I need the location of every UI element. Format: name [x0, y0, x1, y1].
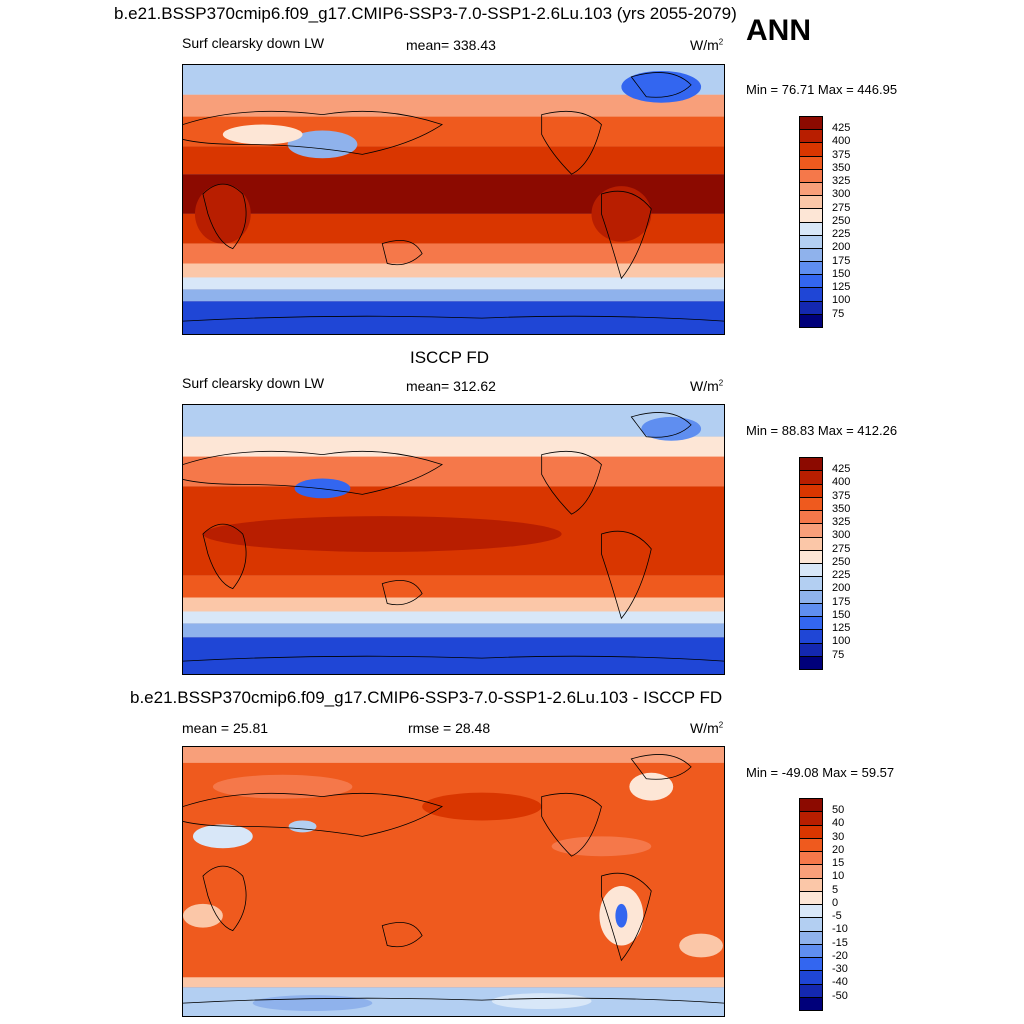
cbar-label: 200 — [832, 241, 851, 253]
panel1-variable: Surf clearsky down LW — [182, 35, 325, 51]
panel1-map — [182, 64, 725, 335]
cbar-label: -15 — [832, 937, 848, 949]
panel2-mean: mean= 312.62 — [406, 378, 496, 394]
cbar-label: 150 — [832, 609, 851, 621]
cbar-label: 0 — [832, 897, 839, 909]
cbar-label: 250 — [832, 556, 851, 568]
panel1-units: W/m2 — [690, 37, 724, 53]
cbar-label: 100 — [832, 294, 851, 306]
cbar-label: 325 — [832, 516, 851, 528]
cbar-label: 15 — [832, 857, 845, 869]
cbar-label: -20 — [832, 950, 848, 962]
cbar-label: -40 — [832, 976, 848, 988]
cbar-label: 350 — [832, 503, 851, 515]
panel1-mean: mean= 338.43 — [406, 37, 496, 53]
panel3-mean: mean = 25.81 — [182, 720, 269, 736]
cbar-label: 50 — [832, 804, 845, 816]
cbar-label: 325 — [832, 175, 851, 187]
cbar-label: 300 — [832, 529, 851, 541]
cbar-label: 375 — [832, 490, 851, 502]
panel3-units: W/m2 — [690, 720, 724, 736]
cbar-label: 225 — [832, 569, 851, 581]
cbar-label: 5 — [832, 884, 839, 896]
cbar-label: 75 — [832, 649, 845, 661]
cbar-label: 400 — [832, 476, 851, 488]
cbar-label: 175 — [832, 596, 851, 608]
panel1-colorbar — [799, 116, 823, 328]
cbar-label: 275 — [832, 543, 851, 555]
cbar-label: 275 — [832, 202, 851, 214]
cbar-label: -50 — [832, 990, 848, 1002]
cbar-label: 10 — [832, 870, 845, 882]
cbar-label: 125 — [832, 622, 851, 634]
panel2-map — [182, 404, 725, 675]
cbar-label: 425 — [832, 122, 851, 134]
panel3-map — [182, 746, 725, 1017]
cbar-label: -10 — [832, 923, 848, 935]
panel3-rmse: rmse = 28.48 — [408, 720, 491, 736]
cbar-label: -30 — [832, 963, 848, 975]
panel1-title: b.e21.BSSP370cmip6.f09_g17.CMIP6-SSP3-7.… — [114, 4, 737, 23]
cbar-label: 300 — [832, 188, 851, 200]
cbar-label: 175 — [832, 255, 851, 267]
cbar-label: 250 — [832, 215, 851, 227]
panel3-colorbar — [799, 798, 823, 1011]
cbar-label: 75 — [832, 308, 845, 320]
cbar-label: 150 — [832, 268, 851, 280]
panel2-colorbar — [799, 457, 823, 670]
panel1-colorbar-labels: 425 400 375 350 325 300 275 250 225 200 … — [832, 116, 872, 328]
panel2-colorbar-labels: 425 400 375 350 325 300 275 250 225 200 … — [832, 457, 872, 670]
cbar-label: 425 — [832, 463, 851, 475]
cbar-label: 375 — [832, 149, 851, 161]
panel2-minmax: Min = 88.83 Max = 412.26 — [746, 423, 898, 438]
cbar-label: 225 — [832, 228, 851, 240]
cbar-label: 125 — [832, 281, 851, 293]
cbar-label: 40 — [832, 817, 845, 829]
season-label: ANN — [746, 14, 811, 47]
cbar-label: 400 — [832, 135, 851, 147]
cbar-label: 100 — [832, 635, 851, 647]
cbar-label: -5 — [832, 910, 842, 922]
cbar-label: 20 — [832, 844, 845, 856]
panel2-title: ISCCP FD — [410, 348, 490, 367]
cbar-label: 350 — [832, 162, 851, 174]
panel2-units: W/m2 — [690, 378, 724, 394]
panel1-minmax: Min = 76.71 Max = 446.95 — [746, 82, 898, 97]
cbar-label: 200 — [832, 582, 851, 594]
panel3-title: b.e21.BSSP370cmip6.f09_g17.CMIP6-SSP3-7.… — [130, 688, 723, 707]
panel3-minmax: Min = -49.08 Max = 59.57 — [746, 765, 895, 780]
panel3-colorbar-labels: 50 40 30 20 15 10 5 0 -5 -10 -15 -20 -30… — [832, 798, 872, 1011]
cbar-label: 30 — [832, 831, 845, 843]
panel2-variable: Surf clearsky down LW — [182, 375, 325, 391]
